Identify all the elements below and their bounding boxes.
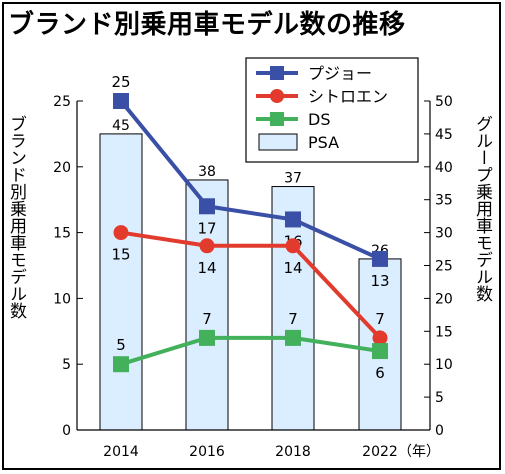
series-0-point-2022	[372, 250, 388, 267]
y-left-tick-label-10: 10	[53, 291, 71, 307]
y-left-tick-label-15: 15	[53, 226, 71, 242]
y-right-tick-label-0: 0	[435, 423, 444, 439]
series-line-1	[120, 230, 382, 340]
x-tick-label-2022: 2022	[362, 444, 398, 460]
legend-label-psa: PSA	[308, 133, 339, 152]
series-0-label-2014: 25	[111, 73, 130, 91]
x-tick-label-2014: 2014	[103, 444, 139, 460]
bar-label-psa-2018: 37	[284, 171, 302, 187]
series-1-label-2016: 14	[197, 259, 216, 277]
bar-label-psa-2014: 45	[112, 118, 130, 134]
x-tick-label-2016: 2016	[189, 444, 225, 460]
y-axis-right-title: グループ乗用車モデル数	[472, 115, 492, 302]
series-0-point-2014	[113, 93, 129, 109]
bar-psa-2016	[185, 179, 229, 431]
series-1-label-2014: 15	[111, 246, 130, 264]
series-2-label-2022: 6	[375, 364, 385, 382]
legend-label-1: シトロエン	[308, 87, 388, 106]
y-right-tick-label-20: 20	[435, 291, 453, 307]
bar-label-psa-2016: 38	[198, 164, 216, 180]
y-right-tick-label-10: 10	[435, 357, 453, 373]
series-line-0	[119, 99, 381, 261]
y-right-tick-label-50: 50	[435, 94, 453, 110]
series-0-label-2016: 17	[197, 219, 216, 237]
chart-title: ブランド別乗用車モデル数の推移	[8, 10, 406, 40]
y-left-tick-label-20: 20	[53, 160, 71, 176]
legend-marker-2	[270, 112, 284, 126]
x-axis-unit: （年）	[398, 444, 440, 460]
series-2-label-2014: 5	[116, 336, 126, 354]
series-0-point-2016	[199, 198, 215, 215]
legend-label-0: プジョー	[308, 64, 372, 83]
axes: 0 5 10 15 20 25 0 5 10 15 20 25 30 35 40 45 50 2014 2016 20…	[53, 94, 453, 460]
y-axis-left-title: ブランド別乗用車モデル数	[6, 115, 26, 319]
series-2-point-2022	[372, 343, 388, 360]
y-right-tick-label-45: 45	[435, 127, 453, 143]
y-left-tick-label-0: 0	[62, 423, 71, 439]
series-1-point-2022	[372, 330, 388, 346]
legend-marker-0	[270, 66, 284, 80]
y-right-tick-label-5: 5	[435, 390, 444, 406]
y-left-tick-label-25: 25	[53, 94, 71, 110]
y-right-tick-label-35: 35	[435, 193, 453, 209]
series-0-label-2022: 13	[370, 272, 389, 290]
series-2-point-2014	[113, 356, 129, 373]
series-2-point-2016	[199, 329, 215, 346]
series-1-label-2018: 14	[283, 259, 302, 277]
y-right-tick-label-30: 30	[435, 226, 453, 242]
series-2-label-2016: 7	[202, 310, 212, 328]
series-1-point-2018	[285, 238, 301, 254]
bar-psa-2014	[99, 133, 143, 431]
y-right-tick-label-15: 15	[435, 324, 453, 340]
legend-swatch-psa	[258, 133, 298, 151]
x-tick-label-2018: 2018	[275, 444, 311, 460]
series-1-label-2022: 7	[375, 310, 385, 328]
legend-label-2: DS	[308, 110, 330, 129]
line-series-2: 5 7 7 6	[113, 310, 388, 382]
series-2-label-2018: 7	[288, 310, 298, 328]
series-1-point-2016	[199, 238, 215, 254]
y-right-tick-label-25: 25	[435, 259, 453, 275]
series-line-2	[120, 335, 381, 367]
series-0-point-2018	[285, 211, 301, 228]
legend-marker-1	[270, 89, 284, 103]
line-series-1: 15 14 14 7	[111, 225, 388, 346]
y-right-tick-label-40: 40	[435, 160, 453, 176]
series-1-point-2014	[113, 225, 129, 241]
series-2-point-2018	[285, 329, 301, 346]
y-left-tick-label-5: 5	[62, 357, 71, 373]
